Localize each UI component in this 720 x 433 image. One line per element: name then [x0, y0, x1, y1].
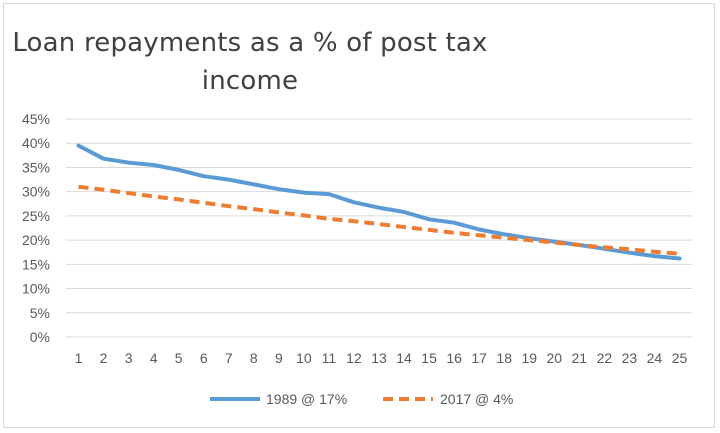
series-line-1 — [76, 143, 682, 261]
x-tick-label: 1 — [75, 350, 83, 366]
x-tick-label: 2 — [100, 350, 108, 366]
series-line-2 — [78, 184, 680, 256]
y-tick-label: 40% — [22, 135, 50, 151]
y-tick-label: 10% — [22, 281, 50, 297]
x-tick-label: 23 — [622, 350, 638, 366]
chart-title-line-2: income — [201, 66, 299, 96]
x-tick-label: 22 — [597, 350, 613, 366]
x-tick-label: 18 — [496, 350, 512, 366]
y-tick-label: 20% — [22, 232, 50, 248]
x-tick-label: 12 — [346, 350, 362, 366]
y-tick-label: 25% — [22, 208, 50, 224]
y-tick-label: 0% — [30, 329, 50, 345]
x-tick-label: 25 — [672, 350, 688, 366]
x-tick-label: 13 — [371, 350, 387, 366]
x-tick-label: 5 — [175, 350, 183, 366]
y-tick-label: 5% — [30, 305, 50, 321]
x-tick-label: 3 — [125, 350, 133, 366]
x-tick-label: 7 — [225, 350, 233, 366]
chart-title: Loan repayments as a % of post tax incom… — [0, 24, 500, 100]
x-tick-label: 19 — [521, 350, 537, 366]
chart-title-line-1: Loan repayments as a % of post tax — [12, 28, 488, 58]
x-tick-label: 24 — [647, 350, 663, 366]
gridlines — [66, 118, 692, 338]
y-tick-label: 30% — [22, 184, 50, 200]
x-tick-label: 6 — [200, 350, 208, 366]
x-tick-label: 8 — [250, 350, 258, 366]
y-tick-label: 45% — [22, 111, 50, 127]
x-tick-label: 17 — [471, 350, 487, 366]
x-tick-label: 14 — [396, 350, 412, 366]
x-axis-tick-labels: 1 2 3 4 5 6 7 8 9 10 11 12 13 14 15 16 17 18 19 20 21 22 23 24 2… — [75, 350, 688, 366]
y-tick-label: 15% — [22, 256, 50, 272]
x-tick-label: 21 — [572, 350, 588, 366]
x-tick-label: 4 — [150, 350, 158, 366]
y-axis-tick-labels: 0% 5% 10% 15% 20% 25% 30% 35% 40% 45% — [22, 111, 50, 345]
x-tick-label: 16 — [446, 350, 462, 366]
legend-label-2: 2017 @ 4% — [440, 391, 513, 407]
legend: 1989 @ 17% 2017 @ 4% — [210, 391, 513, 407]
legend-label-1: 1989 @ 17% — [266, 391, 347, 407]
x-tick-label: 11 — [322, 350, 337, 366]
x-tick-label: 10 — [296, 350, 312, 366]
series-lines — [76, 143, 682, 261]
x-tick-label: 20 — [546, 350, 562, 366]
y-tick-label: 35% — [22, 159, 50, 175]
x-tick-label: 15 — [421, 350, 437, 366]
x-tick-label: 9 — [275, 350, 283, 366]
